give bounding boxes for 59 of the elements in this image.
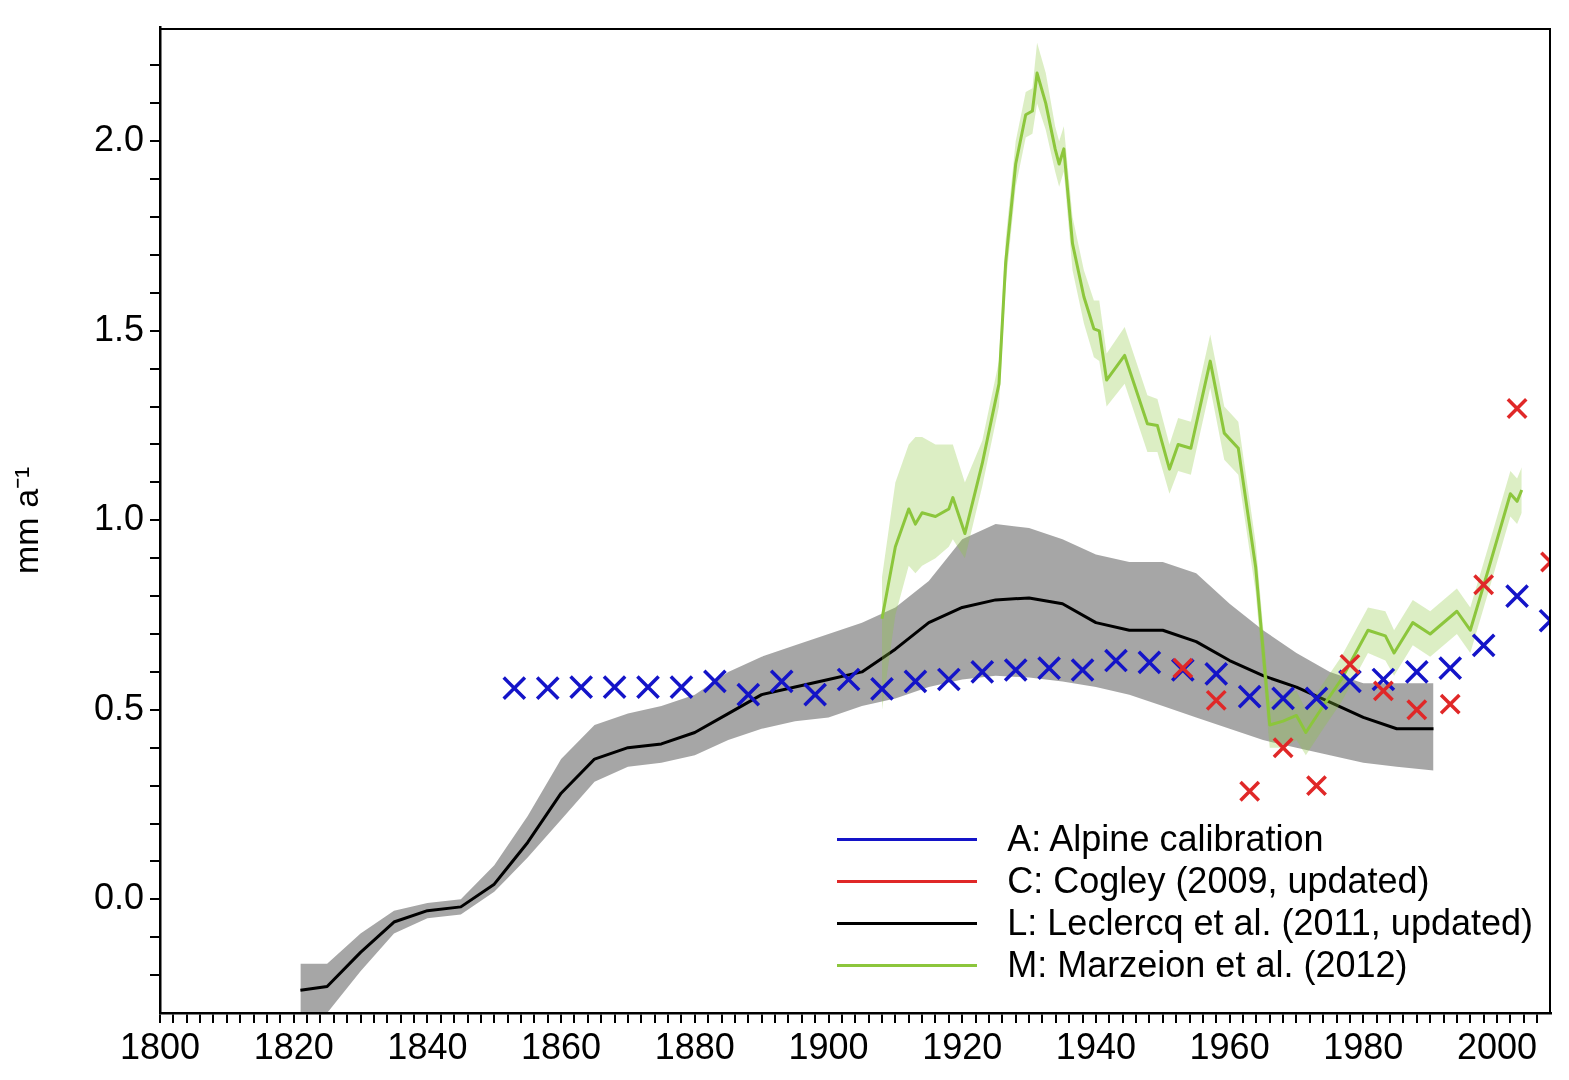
- x-tick-label: 1820: [253, 1025, 334, 1067]
- point: [501, 675, 527, 701]
- point: [1305, 774, 1328, 797]
- point: [1205, 689, 1228, 712]
- point: [1036, 655, 1062, 681]
- legend-label: L: Leclercq et al. (2011, updated): [1007, 902, 1533, 944]
- point: [1270, 686, 1296, 711]
- point: [802, 682, 828, 707]
- point: [1405, 698, 1428, 721]
- x-tick-label: 1940: [1055, 1025, 1136, 1067]
- point: [936, 667, 962, 692]
- y-axis-title: mm a⁻¹: [6, 466, 45, 574]
- x-tick-label: 1900: [788, 1025, 869, 1067]
- point: [969, 659, 995, 685]
- point: [702, 669, 728, 694]
- x-tick-label: 1920: [922, 1025, 1003, 1067]
- y-tick-label: 0.5: [93, 686, 144, 728]
- point: [869, 676, 895, 702]
- x-tick-label: 1840: [387, 1025, 468, 1067]
- point: [1237, 684, 1263, 709]
- point: [635, 674, 661, 700]
- x-tick-label: 1860: [521, 1025, 602, 1067]
- point: [1003, 657, 1029, 683]
- x-tick-label: 2000: [1456, 1025, 1538, 1067]
- point: [602, 674, 627, 700]
- x-tick-label: 1960: [1189, 1025, 1270, 1067]
- x-tick-label: 1800: [119, 1025, 201, 1067]
- x-tick-label: 1980: [1323, 1025, 1404, 1067]
- point: [1437, 655, 1463, 681]
- y-tick-label: 2.0: [93, 118, 144, 160]
- point: [1203, 661, 1229, 687]
- point: [1472, 573, 1495, 596]
- point: [903, 669, 928, 694]
- point: [1137, 650, 1162, 675]
- point: [1272, 736, 1295, 759]
- point: [735, 682, 761, 707]
- legend-label: C: Cogley (2009, updated): [1007, 860, 1430, 902]
- x-tick-label: 1880: [654, 1025, 735, 1067]
- point: [1304, 686, 1329, 711]
- point: [1339, 653, 1361, 676]
- point: [769, 669, 795, 694]
- legend-label: M: Marzeion et al. (2012): [1007, 944, 1408, 986]
- point: [535, 675, 561, 701]
- point: [1471, 633, 1497, 658]
- y-tick-label: 1.5: [93, 307, 144, 349]
- y-tick-label: 1.0: [93, 497, 144, 539]
- point: [1238, 780, 1261, 803]
- point: [1504, 583, 1530, 609]
- y-tick-label: 0.0: [93, 876, 144, 918]
- point: [568, 674, 594, 700]
- point: [1372, 679, 1395, 702]
- point: [1103, 648, 1129, 673]
- point: [836, 667, 861, 692]
- point: [1506, 397, 1529, 420]
- legend-label: A: Alpine calibration: [1007, 818, 1324, 860]
- point: [1070, 657, 1095, 683]
- point: [1439, 693, 1462, 716]
- point: [669, 674, 694, 700]
- point: [1404, 659, 1430, 685]
